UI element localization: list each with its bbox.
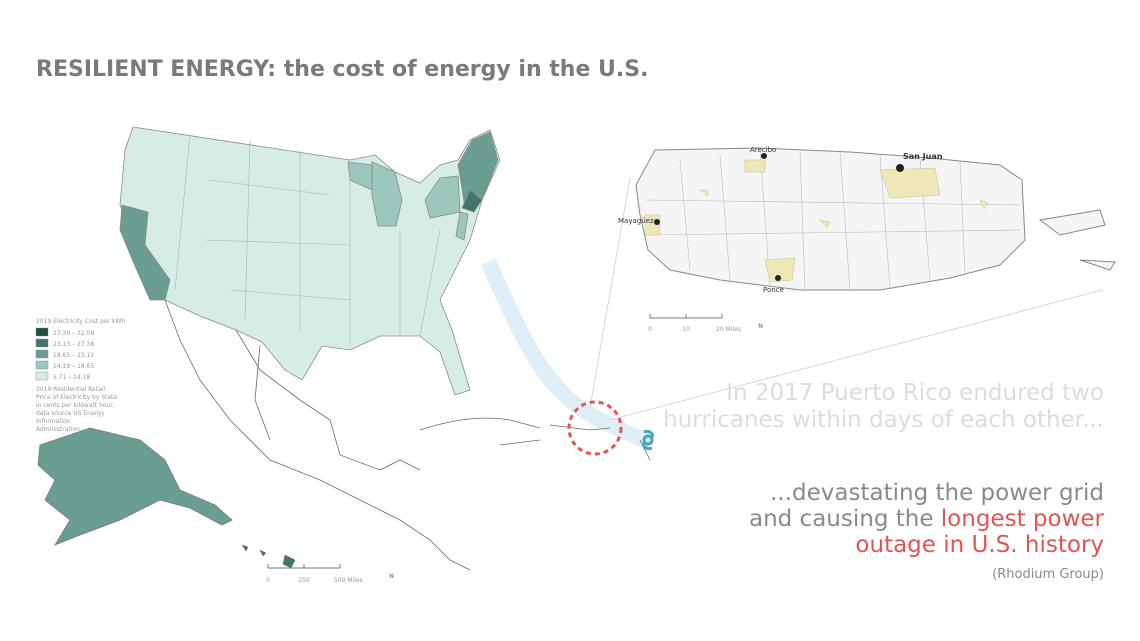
new-jersey [455, 211, 469, 241]
focus-circle [567, 400, 623, 456]
legend-label: 18.65 – 23.12 [53, 352, 94, 359]
intro-line: In 2017 Puerto Rico endured two [726, 380, 1104, 406]
legend-label: 27.39 – 32.08 [53, 330, 94, 337]
legend-swatch [35, 371, 49, 381]
city-label: Arecibo [750, 146, 776, 154]
legend-note: Information [36, 418, 71, 425]
legend-note: in cents per kilowatt hour, [36, 402, 115, 409]
story-text: and causing the [749, 506, 941, 532]
legend-note: 2019 Residential Retail [36, 386, 105, 393]
legend-label: 14.19 – 18.65 [53, 363, 94, 370]
city-label: Mayagüez [618, 217, 654, 225]
pr-map: Arecibo San Juan Mayagüez Ponce 0 10 20 … [618, 146, 1116, 333]
story: In 2017 Puerto Rico endured two hurrican… [663, 380, 1104, 582]
scale-label: 500 Miles [334, 577, 363, 584]
hurricane-path [480, 258, 653, 450]
us-scale: 0 250 500 Miles N [266, 564, 394, 584]
massachusetts [461, 189, 483, 213]
legend-title: 2019 Electricity Cost per kWh [36, 318, 125, 325]
legend-note: Price of Electricity by State [36, 394, 117, 401]
us-map [119, 126, 651, 571]
legend-label: 23.13 – 27.38 [53, 341, 94, 348]
legend-note: Administration. [36, 426, 82, 433]
new-england [457, 131, 499, 209]
legend-swatch [35, 327, 49, 337]
caribbean [419, 417, 651, 461]
michigan [371, 161, 403, 227]
intro-line: hurricanes within days of each other... [663, 407, 1104, 433]
legend-swatch [35, 360, 49, 370]
scale-label: 0 [648, 326, 652, 333]
scale-label: 20 Miles [716, 326, 741, 333]
legend-swatch [35, 349, 49, 359]
slide-title: RESILIENT ENERGY: the cost of energy in … [36, 57, 648, 82]
city-label: San Juan [903, 152, 943, 161]
scale-label: 250 [298, 577, 310, 584]
north-arrow: N [389, 573, 394, 580]
alaska [37, 427, 233, 546]
state-borders [174, 134, 441, 345]
north-arrow: N [758, 323, 763, 330]
hawaii [241, 544, 296, 569]
city-label: Ponce [763, 286, 784, 294]
hurricane-icon [642, 430, 654, 450]
story-line: ...devastating the power grid [770, 480, 1104, 506]
legend: 2019 Electricity Cost per kWh 27.39 – 32… [35, 318, 125, 433]
lower-48 [119, 126, 501, 396]
scale-label: 10 [682, 326, 690, 333]
story-highlight: outage in U.S. history [855, 532, 1104, 558]
story-line: and causing the longest power [749, 506, 1105, 532]
mexico-central-america [164, 299, 471, 571]
scale-label: 0 [266, 577, 270, 584]
source: (Rhodium Group) [992, 567, 1104, 582]
connector [589, 177, 1103, 421]
story-highlight: longest power [941, 506, 1105, 532]
new-york [424, 175, 461, 219]
legend-note: data source US Energy [36, 410, 105, 417]
legend-label: 5.71 – 14.18 [53, 374, 91, 381]
legend-swatch [35, 338, 49, 348]
upper-peninsula [347, 161, 373, 191]
